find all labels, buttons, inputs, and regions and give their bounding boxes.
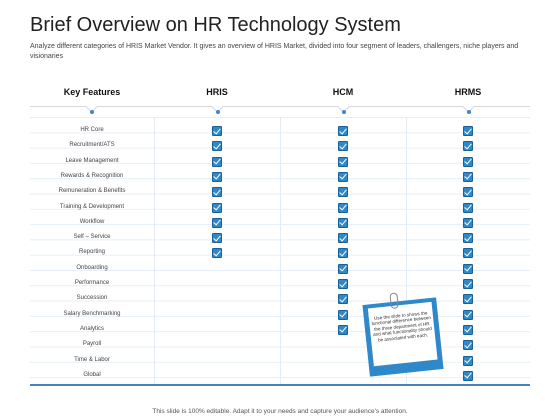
checkbox-checked-icon [338, 217, 348, 228]
checkbox-checked-icon [463, 202, 473, 213]
checkbox-checked-icon [463, 355, 473, 366]
row-label-feature: Recruitment/ATS [69, 142, 115, 149]
slide-subtitle: Analyze different categories of HRIS Mar… [30, 43, 519, 60]
checkbox-checked-icon [463, 324, 473, 335]
checkbox-checked-icon [338, 156, 348, 167]
header-dot [90, 110, 94, 114]
checkbox-checked-icon [338, 187, 348, 198]
checkbox-checked-icon [338, 263, 348, 274]
checkbox-checked-icon [463, 156, 473, 167]
row-label-feature: Salary Benchmarking [63, 310, 121, 317]
sticky-note-paper: Use the slide to shows the functional di… [367, 301, 438, 367]
row-label-feature: Remuneration & Benefits [58, 188, 126, 195]
checkbox-checked-icon [463, 279, 473, 289]
row-label-feature: Self – Service [73, 234, 111, 241]
checkbox-checked-icon [463, 263, 473, 274]
header-dot [342, 110, 346, 114]
row-label-feature: Rewards & Recognition [60, 172, 124, 179]
checkbox-checked-icon [338, 324, 348, 335]
row-label-feature: Succession [76, 295, 108, 302]
header-dot [216, 110, 220, 114]
checkbox-checked-icon [212, 156, 222, 167]
checkbox-checked-icon [463, 340, 473, 351]
row-label-feature: HR Core [80, 127, 104, 133]
header-hcm: HCM [332, 87, 354, 97]
checkbox-checked-icon [463, 370, 473, 381]
checkbox-checked-icon [338, 248, 348, 259]
checkbox-checked-icon [463, 141, 473, 152]
row-label-feature: Training & Development [59, 203, 125, 210]
row-label-feature: Payroll [82, 341, 102, 348]
sticky-note: Use the slide to shows the functional di… [362, 292, 444, 377]
header-hrms: HRMS [454, 87, 482, 97]
checkbox-checked-icon [463, 233, 473, 244]
footer-note: This slide is 100% editable. Adapt it to… [152, 408, 408, 415]
checkbox-checked-icon [463, 187, 473, 198]
checkbox-checked-icon [338, 309, 348, 320]
header-key-features: Key Features [63, 87, 121, 97]
checkbox-checked-icon [212, 233, 222, 244]
checkbox-checked-icon [463, 126, 473, 136]
table-bottom-border [30, 384, 530, 386]
sticky-note-text: Use the slide to shows the functional di… [371, 310, 433, 343]
column-divider [280, 117, 281, 384]
checkbox-checked-icon [338, 171, 348, 182]
slide-title: Brief Overview on HR Technology System [30, 14, 401, 36]
checkbox-checked-icon [212, 126, 222, 136]
row-label-feature: Reporting [78, 249, 105, 256]
paperclip-icon [389, 292, 399, 310]
column-divider [154, 117, 155, 384]
checkbox-checked-icon [212, 202, 222, 213]
header-divider [30, 106, 530, 107]
checkbox-checked-icon [338, 141, 348, 152]
row-label-feature: Performance [74, 280, 110, 286]
checkbox-checked-icon [463, 309, 473, 320]
checkbox-checked-icon [338, 126, 348, 136]
checkbox-checked-icon [463, 294, 473, 305]
column-divider [406, 117, 407, 384]
checkbox-checked-icon [212, 187, 222, 198]
checkbox-checked-icon [338, 279, 348, 289]
row-label-feature: Onboarding [76, 264, 108, 271]
checkbox-checked-icon [338, 294, 348, 305]
checkbox-checked-icon [463, 217, 473, 228]
checkbox-checked-icon [212, 141, 222, 152]
checkbox-checked-icon [338, 202, 348, 213]
checkbox-checked-icon [463, 171, 473, 182]
header-hris: HRIS [206, 87, 228, 97]
row-label-feature: Time & Labor [74, 356, 110, 363]
checkbox-checked-icon [212, 171, 222, 182]
checkbox-checked-icon [463, 248, 473, 259]
checkbox-checked-icon [212, 217, 222, 228]
row-label-feature: Leave Management [65, 157, 119, 164]
row-label-feature: Global [83, 371, 101, 378]
row-label-feature: Workflow [79, 218, 105, 225]
row-label-feature: Analytics [79, 325, 104, 332]
checkbox-checked-icon [212, 248, 222, 259]
header-dot [467, 110, 471, 114]
checkbox-checked-icon [338, 233, 348, 244]
